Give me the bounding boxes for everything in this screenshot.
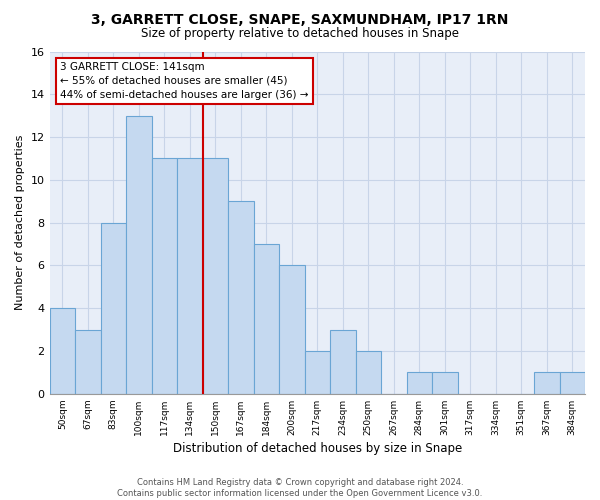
Bar [534,372,560,394]
Text: 3 GARRETT CLOSE: 141sqm
← 55% of detached houses are smaller (45)
44% of semi-de: 3 GARRETT CLOSE: 141sqm ← 55% of detache… [60,62,309,100]
Bar [279,266,305,394]
Bar [330,330,356,394]
Bar [177,158,203,394]
Text: Contains HM Land Registry data © Crown copyright and database right 2024.
Contai: Contains HM Land Registry data © Crown c… [118,478,482,498]
Bar [101,222,126,394]
Bar [407,372,432,394]
Bar [152,158,177,394]
Bar [356,351,381,394]
Bar [228,202,254,394]
Y-axis label: Number of detached properties: Number of detached properties [15,135,25,310]
Bar [126,116,152,394]
X-axis label: Distribution of detached houses by size in Snape: Distribution of detached houses by size … [173,442,462,455]
Bar [50,308,75,394]
Bar [203,158,228,394]
Bar [254,244,279,394]
Bar [305,351,330,394]
Bar [75,330,101,394]
Bar [560,372,585,394]
Bar [432,372,458,394]
Text: 3, GARRETT CLOSE, SNAPE, SAXMUNDHAM, IP17 1RN: 3, GARRETT CLOSE, SNAPE, SAXMUNDHAM, IP1… [91,12,509,26]
Text: Size of property relative to detached houses in Snape: Size of property relative to detached ho… [141,28,459,40]
